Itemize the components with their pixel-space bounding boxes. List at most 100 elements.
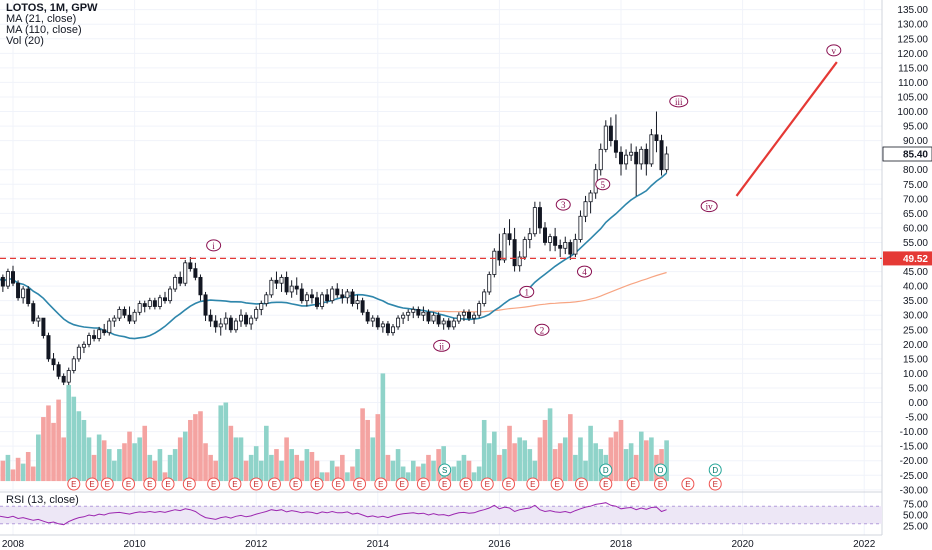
time-tick-label: 2010: [123, 539, 146, 550]
candle-body: [613, 140, 618, 153]
volume-bar: [10, 469, 16, 482]
volume-bar: [101, 440, 107, 482]
volume-bar: [664, 440, 669, 482]
candle-body: [340, 294, 345, 299]
candle-body: [254, 308, 259, 319]
price-tick-label: 65.00: [903, 209, 928, 220]
candle-body: [553, 236, 558, 246]
volume-bar: [375, 414, 381, 482]
event-label: E: [506, 480, 511, 489]
price-tick-label: 130.00: [897, 20, 928, 31]
price-tick-label: 25.00: [903, 325, 928, 336]
candle-body: [238, 314, 243, 322]
volume-bar: [593, 443, 598, 482]
candle-body: [173, 276, 178, 290]
candle-body: [436, 314, 441, 325]
price-tick-label: 20.00: [903, 340, 928, 351]
price-tick-label: -30.00: [900, 485, 929, 496]
event-label: E: [658, 480, 663, 489]
event-label: E: [314, 480, 319, 489]
candle-body: [385, 323, 390, 334]
volume-bar: [264, 425, 269, 482]
volume-bar: [334, 466, 340, 482]
candle-body: [375, 317, 380, 328]
event-label: E: [211, 480, 216, 489]
volume-bar: [91, 454, 97, 482]
volume-bar: [588, 425, 593, 482]
price-tick-label: 95.00: [903, 122, 928, 133]
price-tick-label: 70.00: [903, 194, 928, 205]
price-tick-label: 15.00: [903, 354, 928, 365]
volume-bar: [152, 460, 158, 482]
event-label: E: [89, 480, 94, 489]
volume-bar: [633, 454, 639, 482]
candle-body: [71, 358, 76, 371]
volume-bar: [76, 411, 82, 482]
volume-bar: [51, 422, 56, 482]
volume-bar: [562, 437, 568, 482]
candle-body: [477, 303, 482, 316]
volume-bar: [416, 466, 421, 482]
ma21-path: [0, 172, 668, 340]
candle-body: [264, 294, 269, 304]
event-marker: [626, 477, 640, 491]
volume-bar: [512, 443, 517, 482]
candle-body: [203, 294, 208, 316]
candle-body: [107, 320, 112, 334]
candle-body: [51, 358, 56, 366]
event-marker: [599, 463, 613, 477]
candle-body: [274, 279, 279, 284]
volume-bar: [269, 454, 274, 482]
rsi-path: [0, 502, 667, 526]
volume-bar: [395, 449, 401, 482]
candle-body: [431, 314, 436, 322]
event-label: E: [378, 480, 383, 489]
price-tick-label: 110.00: [898, 78, 928, 89]
ma110-legend: MA (110, close): [6, 24, 82, 36]
ma21-line: [0, 172, 668, 340]
volume-bar: [385, 454, 391, 482]
event-marker: [708, 477, 722, 491]
wave-label: iv: [706, 202, 714, 212]
volume-bar: [203, 443, 208, 482]
volume-bar: [122, 443, 127, 482]
candle-body: [456, 314, 461, 322]
wave-label-ring: [669, 95, 689, 108]
wave-label-ring: [534, 323, 550, 336]
candle-body: [517, 256, 522, 267]
event-marker: [681, 477, 695, 491]
candle-body: [117, 308, 122, 319]
candle-body: [188, 262, 193, 270]
candle-body: [416, 308, 421, 316]
price-tick-label: 55.00: [903, 238, 928, 249]
candle-body: [461, 311, 466, 316]
candle-body: [304, 294, 309, 302]
time-axis: 2008 2010 2012 2014 2016 2018 2020 2022: [2, 539, 876, 550]
candle-body: [335, 288, 340, 296]
event-marker: [654, 463, 668, 477]
candle-body: [472, 314, 477, 319]
event-label: E: [232, 480, 237, 489]
volume-bar: [390, 460, 396, 482]
candle-body: [522, 239, 527, 258]
event-marker: [395, 477, 409, 491]
event-label: E: [105, 480, 110, 489]
ma110-path: [428, 271, 667, 313]
candle-body: [603, 125, 608, 150]
candle-body: [16, 282, 21, 299]
candle-body: [355, 300, 360, 304]
candle-body: [198, 276, 203, 296]
candle-body: [466, 311, 471, 319]
candle-body: [66, 370, 71, 383]
volume-legend: Vol (20): [6, 35, 44, 47]
candle-body: [406, 311, 411, 316]
price-tick-label: 120.00: [897, 49, 928, 60]
candle-body: [578, 215, 583, 240]
time-tick-label: 2014: [367, 539, 390, 550]
wave-label-ring: [519, 285, 535, 298]
volume-bar: [81, 419, 87, 482]
volume-bar: [25, 451, 31, 482]
volume-bar: [284, 437, 289, 482]
